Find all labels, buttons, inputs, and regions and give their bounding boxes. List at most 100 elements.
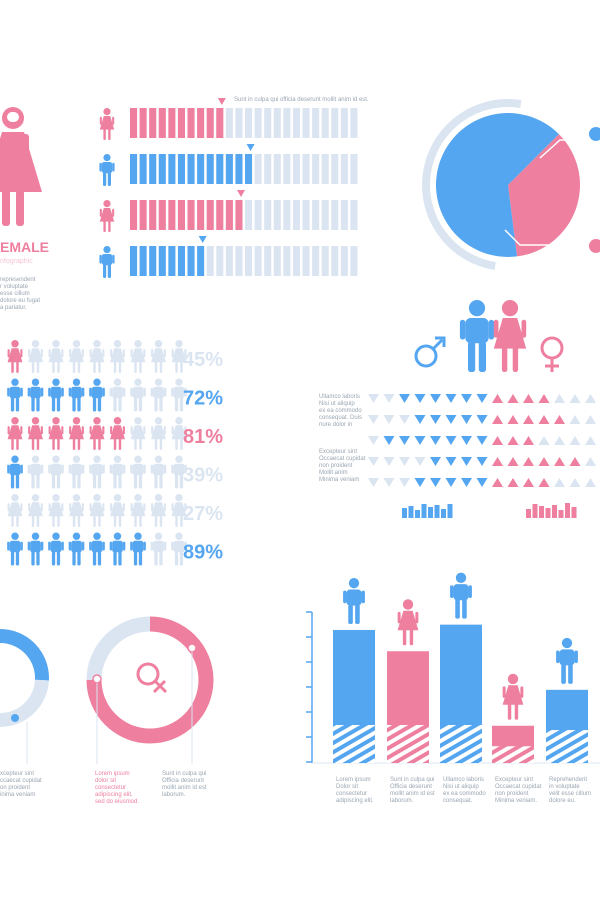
- arm: [171, 541, 174, 551]
- male-icon: [171, 378, 187, 412]
- leg: [159, 361, 163, 373]
- donut-remainder: [86, 616, 151, 681]
- leg: [355, 604, 360, 624]
- dress: [28, 348, 43, 363]
- dress: [130, 502, 146, 517]
- leg: [15, 397, 20, 412]
- arm: [171, 387, 174, 397]
- arm: [89, 387, 92, 397]
- bar-caption: Excepteur sint: [495, 777, 533, 783]
- bar-segment-empty: [340, 108, 348, 138]
- dress: [69, 502, 84, 517]
- leg: [16, 190, 24, 226]
- bar-segment-filled: [216, 154, 224, 184]
- arm: [69, 349, 72, 358]
- mini-bar-blue: [428, 507, 433, 518]
- leg: [57, 361, 60, 373]
- triangle-up: [569, 394, 581, 403]
- leg: [478, 341, 486, 372]
- triangle-down: [414, 478, 426, 487]
- male-icon: [130, 378, 146, 412]
- female-couple-icon: [493, 300, 527, 372]
- bars-caption: Sunt in culpa qui officia deserunt molli…: [234, 97, 369, 103]
- arm: [89, 464, 92, 474]
- torso: [71, 386, 82, 399]
- female-icon: [110, 417, 125, 450]
- female-icon: [171, 417, 187, 450]
- head: [134, 494, 142, 502]
- leg: [154, 397, 158, 412]
- arm: [69, 503, 72, 512]
- leg: [179, 551, 184, 566]
- leg: [56, 474, 61, 489]
- torso: [153, 463, 164, 476]
- bar-segment-filled: [177, 108, 185, 138]
- bar-segment-empty: [264, 200, 272, 230]
- triangle-down: [445, 457, 457, 466]
- triangle-up: [523, 394, 534, 403]
- male-symbol-icon: [414, 344, 438, 368]
- torso: [30, 463, 41, 476]
- arm: [130, 541, 133, 551]
- marker-triangle: [237, 190, 245, 197]
- head: [113, 340, 122, 348]
- triangle-up: [538, 415, 550, 424]
- arm: [48, 503, 51, 512]
- female-body-line: r voluptate: [0, 284, 29, 290]
- bar-segment-empty: [350, 108, 358, 138]
- bar-segment-filled: [206, 108, 214, 138]
- arm: [556, 650, 560, 664]
- leg: [103, 172, 107, 186]
- leg: [72, 515, 76, 527]
- leg: [118, 551, 122, 566]
- donut-female-text: Sunt in culpa qui: [162, 771, 206, 777]
- female-body-line: represendent: [0, 277, 36, 283]
- mini-bar-pink: [552, 505, 557, 518]
- symbols-text-line: Mollit anim: [319, 470, 348, 476]
- triangle-down: [414, 436, 426, 445]
- arm: [150, 464, 154, 474]
- dress: [7, 425, 23, 440]
- arm: [61, 349, 64, 358]
- head: [103, 200, 111, 208]
- arm: [163, 541, 167, 551]
- male-icon: [171, 455, 187, 489]
- male-icon: [109, 455, 126, 489]
- leg: [10, 397, 15, 412]
- bar-segment-filled: [177, 154, 185, 184]
- leg: [134, 438, 137, 450]
- arm: [130, 426, 133, 435]
- female-icon: [502, 673, 524, 720]
- arm: [81, 541, 85, 551]
- head: [11, 378, 19, 386]
- dress: [89, 502, 105, 517]
- arm: [68, 387, 72, 397]
- torso: [50, 386, 62, 399]
- torso: [71, 463, 82, 476]
- leg: [514, 703, 519, 720]
- bar-caption: mollit anim id est: [390, 791, 435, 797]
- arm: [28, 426, 31, 435]
- male-icon: [48, 532, 64, 566]
- triangle-up: [523, 436, 534, 445]
- donut-left-light: [0, 679, 49, 727]
- arm: [109, 464, 113, 474]
- leg: [77, 361, 81, 373]
- arm: [343, 590, 347, 604]
- dress: [89, 425, 105, 440]
- leg: [154, 361, 158, 373]
- leg: [154, 515, 158, 527]
- leg: [409, 629, 414, 646]
- percentage-label: 81%: [183, 426, 223, 448]
- leg: [180, 361, 183, 373]
- dress: [7, 502, 23, 517]
- arm: [27, 464, 31, 474]
- leg: [56, 397, 61, 412]
- leg: [31, 551, 35, 566]
- arm: [81, 349, 84, 358]
- male-symbol-arrow: [431, 338, 444, 351]
- dress: [493, 318, 527, 349]
- leg: [51, 551, 56, 566]
- female-icon: [69, 417, 84, 450]
- male-icon: [99, 154, 115, 186]
